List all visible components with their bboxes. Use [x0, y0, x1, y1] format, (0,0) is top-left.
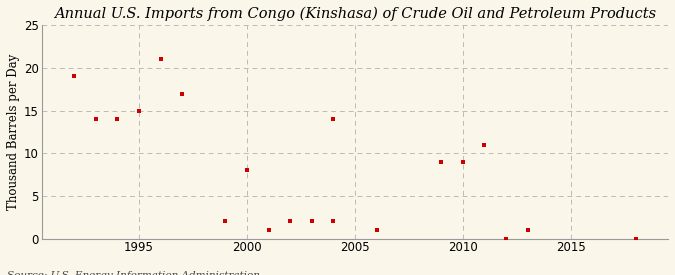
- Text: Source: U.S. Energy Information Administration: Source: U.S. Energy Information Administ…: [7, 271, 260, 275]
- Point: [220, 219, 231, 224]
- Point: [69, 74, 80, 79]
- Point: [112, 117, 123, 121]
- Y-axis label: Thousand Barrels per Day: Thousand Barrels per Day: [7, 54, 20, 210]
- Point: [328, 117, 339, 121]
- Point: [90, 117, 101, 121]
- Point: [630, 236, 641, 241]
- Point: [458, 160, 468, 164]
- Point: [522, 228, 533, 232]
- Point: [285, 219, 296, 224]
- Title: Annual U.S. Imports from Congo (Kinshasa) of Crude Oil and Petroleum Products: Annual U.S. Imports from Congo (Kinshasa…: [54, 7, 656, 21]
- Point: [306, 219, 317, 224]
- Point: [371, 228, 382, 232]
- Point: [155, 57, 166, 62]
- Point: [436, 160, 447, 164]
- Point: [501, 236, 512, 241]
- Point: [263, 228, 274, 232]
- Point: [479, 142, 490, 147]
- Point: [328, 219, 339, 224]
- Point: [177, 91, 188, 96]
- Point: [134, 108, 144, 113]
- Point: [242, 168, 252, 172]
